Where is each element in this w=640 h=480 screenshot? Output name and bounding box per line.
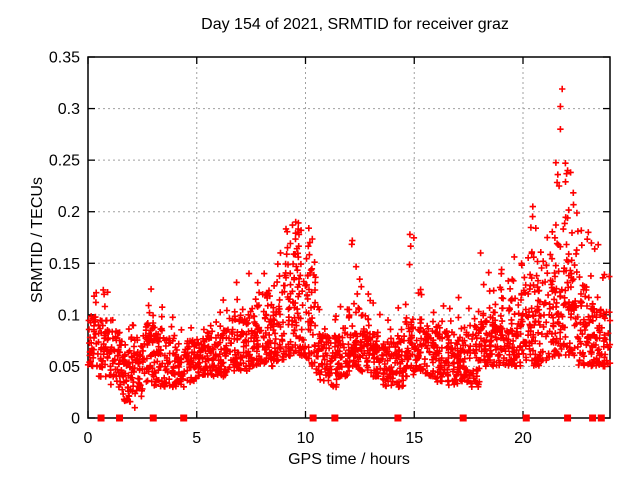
zero-line-square-marker bbox=[589, 414, 597, 422]
zero-line-square-marker bbox=[180, 414, 188, 422]
zero-line-square-marker bbox=[597, 414, 605, 422]
zero-line-squares bbox=[97, 414, 605, 422]
scatter-points bbox=[84, 85, 614, 411]
zero-line-square-marker bbox=[564, 414, 572, 422]
y-tick-label: 0.15 bbox=[49, 256, 80, 273]
zero-line-square-marker bbox=[394, 414, 402, 422]
x-axis-label: GPS time / hours bbox=[288, 451, 410, 468]
zero-line-square-marker bbox=[459, 414, 467, 422]
x-tick-label: 20 bbox=[514, 430, 532, 447]
zero-line-square-marker bbox=[331, 414, 339, 422]
axis-tick-labels: 0 5 10 15 20 0 0.05 0.1 0.15 0.2 0.25 0.3 0.35 bbox=[49, 50, 532, 448]
x-tick-label: 0 bbox=[84, 430, 93, 447]
x-tick-label: 10 bbox=[297, 430, 315, 447]
x-tick-label: 15 bbox=[405, 430, 423, 447]
y-tick-label: 0.25 bbox=[49, 153, 80, 170]
zero-line-square-marker bbox=[97, 414, 105, 422]
zero-line-square-marker bbox=[149, 414, 157, 422]
y-tick-label: 0.1 bbox=[58, 307, 80, 324]
y-axis-label: SRMTID / TECUs bbox=[29, 177, 46, 303]
plot-border bbox=[87, 56, 611, 419]
zero-line-square-marker bbox=[309, 414, 317, 422]
y-tick-label: 0.3 bbox=[58, 101, 80, 118]
y-tick-label: 0.05 bbox=[49, 359, 80, 376]
y-tick-label: 0.35 bbox=[49, 50, 80, 67]
zero-line-square-marker bbox=[522, 414, 530, 422]
zero-line-square-marker bbox=[116, 414, 124, 422]
chart-title: Day 154 of 2021, SRMTID for receiver gra… bbox=[201, 16, 509, 33]
y-tick-label: 0.2 bbox=[58, 204, 80, 221]
axis-ticks bbox=[87, 56, 610, 419]
x-tick-label: 5 bbox=[192, 430, 201, 447]
y-tick-label: 0 bbox=[71, 411, 80, 428]
